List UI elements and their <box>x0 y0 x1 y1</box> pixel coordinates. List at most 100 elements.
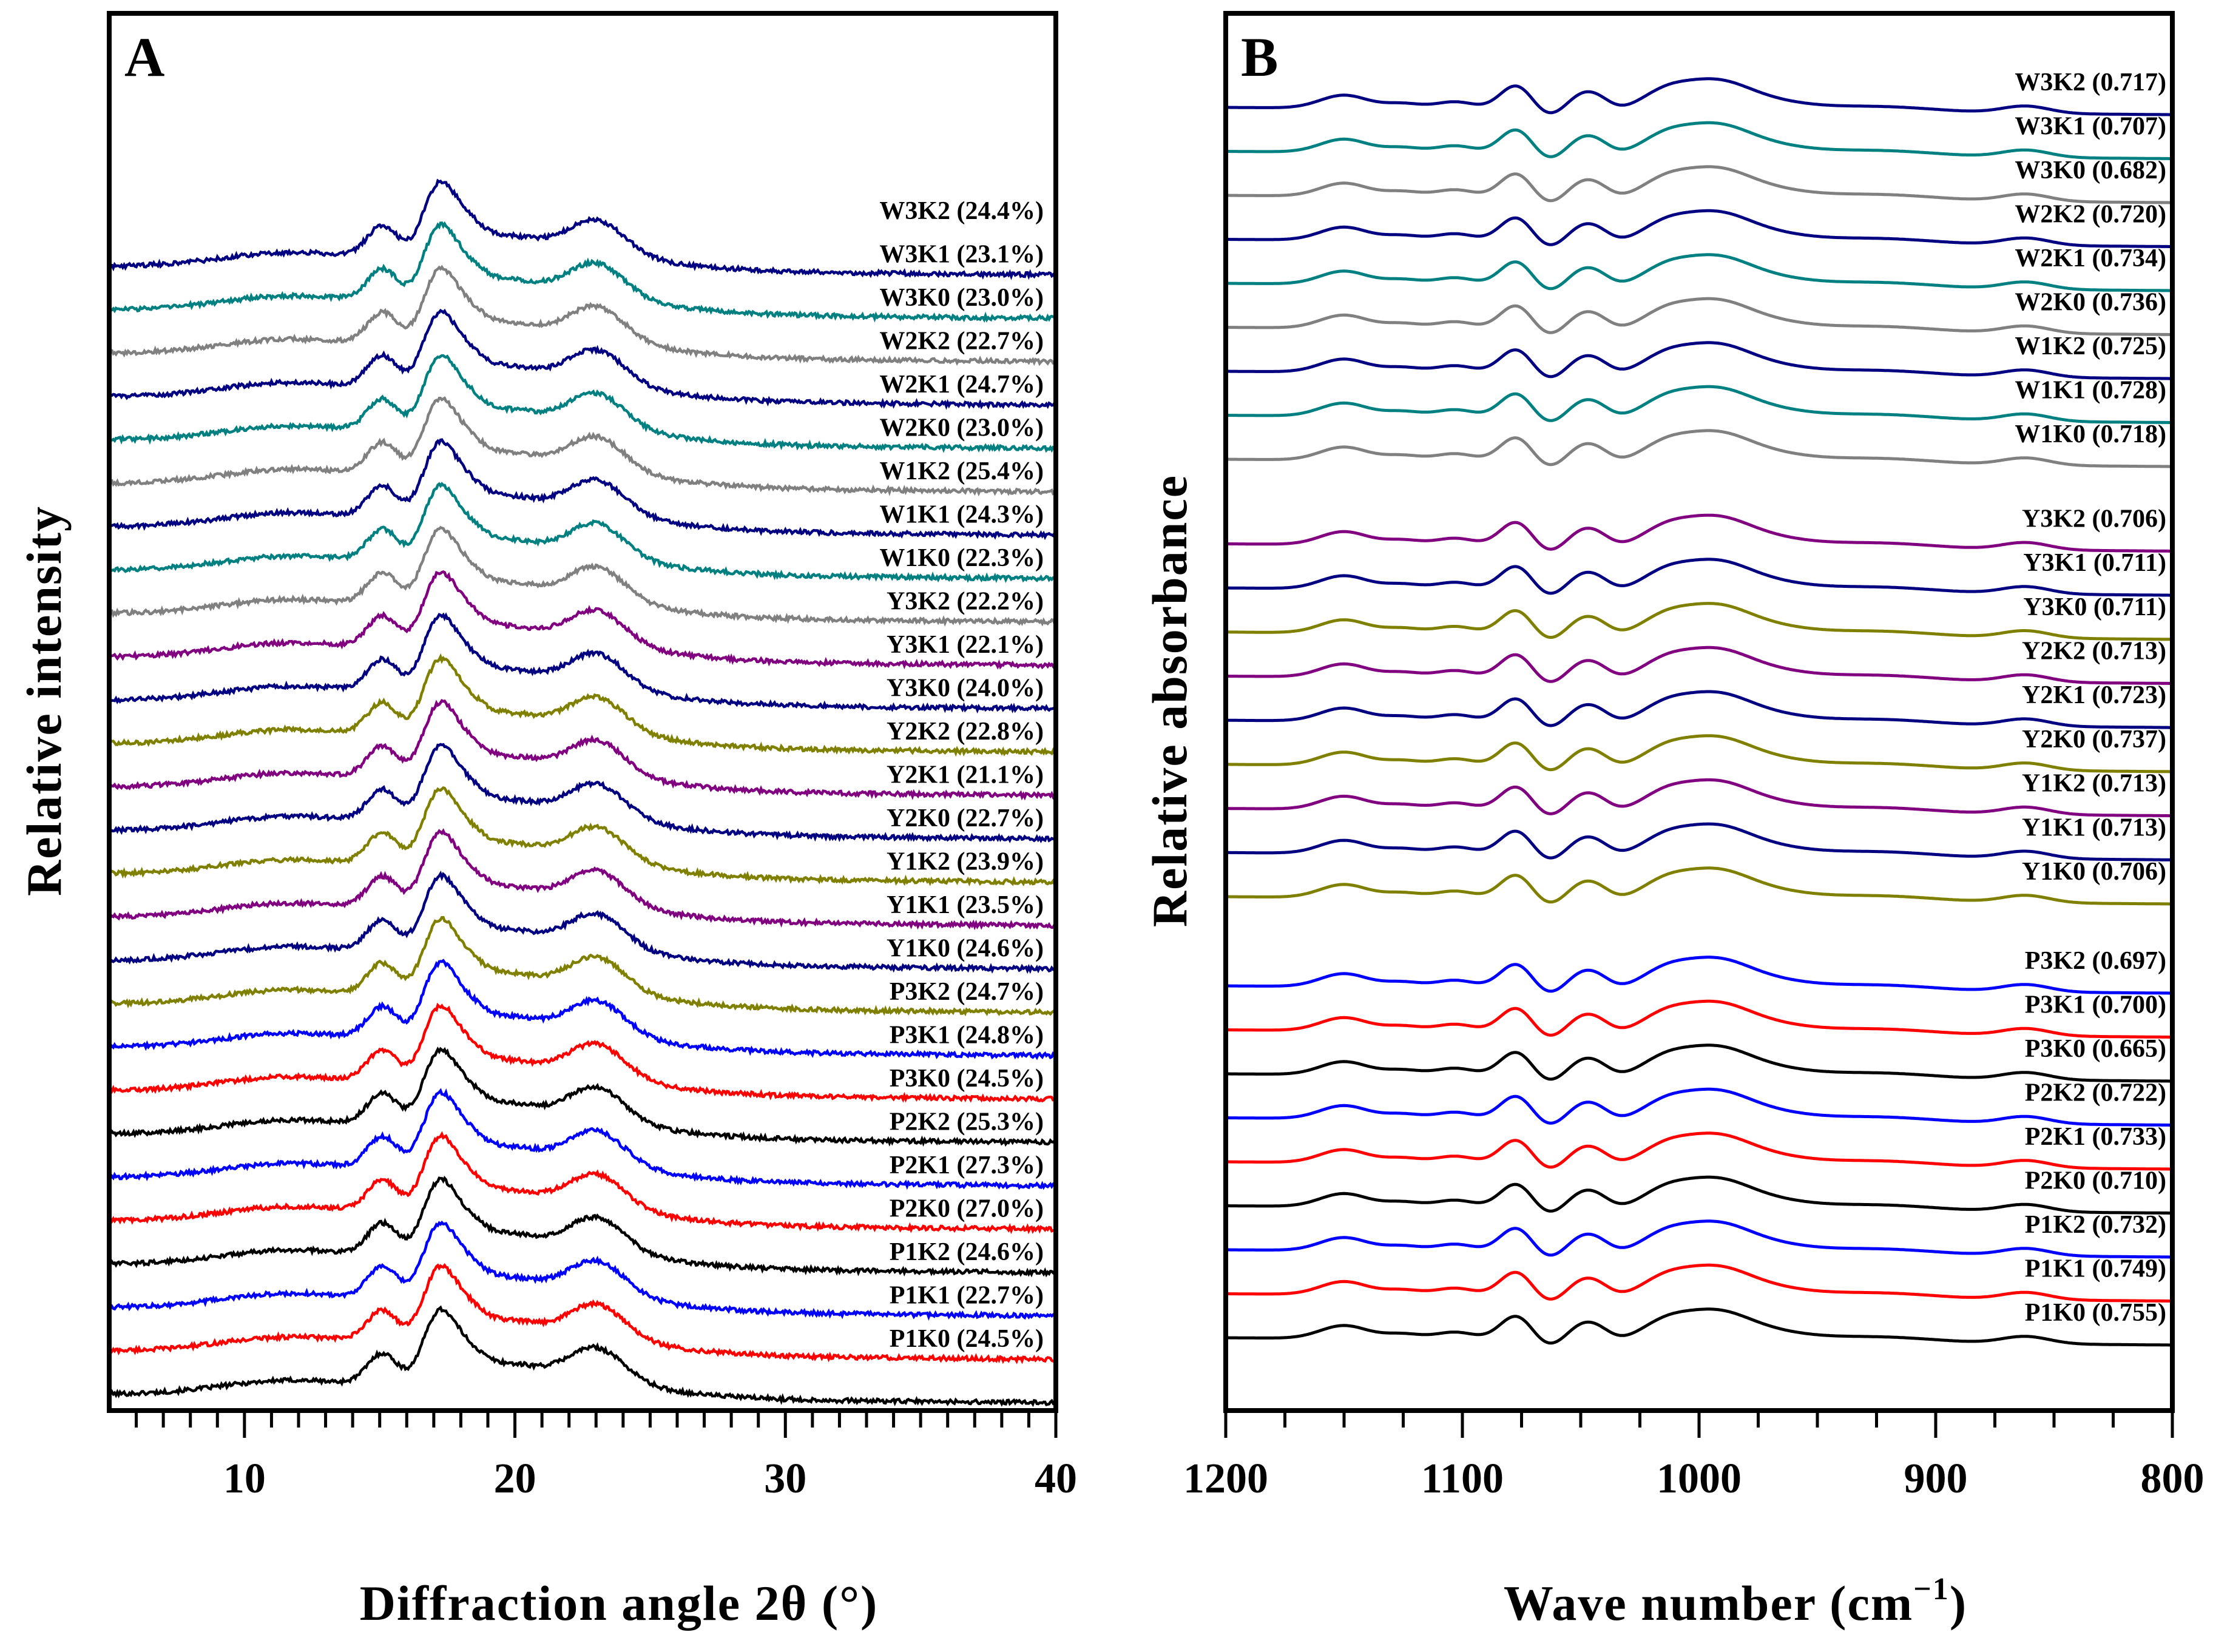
xrd-series-line <box>109 570 1058 670</box>
panel-b-x-axis-label-main: Wave number (cm <box>1504 1576 1913 1631</box>
xrd-series-line <box>108 1305 1056 1408</box>
ftir-series-line <box>1226 513 2172 553</box>
panel-b: P1K0 (0.755) P1K1 (0.749) P1K2 (0.732) P2K0… <box>1142 11 2205 1631</box>
ftir-series-line <box>1226 866 2172 906</box>
ftir-series-label: W3K2 (0.717) <box>2015 69 2166 96</box>
ftir-series-line <box>1226 1307 2172 1347</box>
xrd-series-label: P1K1 (22.7%) <box>890 1282 1044 1310</box>
xrd-series-line <box>108 871 1056 974</box>
xrd-series-line <box>108 612 1057 714</box>
xrd-series-label: Y3K0 (24.0%) <box>887 675 1044 703</box>
xrd-series-line <box>109 828 1058 931</box>
xrd-series-line <box>109 1220 1056 1321</box>
x-tick-label: 20 <box>494 1455 536 1502</box>
ftir-series-label: P1K1 (0.749) <box>2025 1255 2166 1283</box>
ftir-series-label: Y3K0 (0.711) <box>2023 593 2166 621</box>
x-tick-label: 1100 <box>1421 1455 1504 1502</box>
ftir-series-line <box>1226 429 2172 468</box>
xrd-series-line <box>108 743 1057 844</box>
xrd-series-line <box>108 1175 1057 1278</box>
ftir-series-label: Y1K2 (0.713) <box>2022 770 2166 798</box>
xrd-series-label: W2K2 (22.7%) <box>879 328 1044 356</box>
xrd-series-line <box>108 396 1057 497</box>
ftir-series-line <box>1226 956 2172 995</box>
ftir-series-line <box>1226 558 2172 597</box>
ftir-series-line <box>1226 253 2172 292</box>
ftir-series-label: Y2K1 (0.723) <box>2022 681 2166 709</box>
xrd-series-line <box>108 1263 1057 1364</box>
ftir-series-label: Y3K1 (0.711) <box>2023 549 2166 577</box>
ftir-series-line <box>1226 1263 2172 1303</box>
panel-b-letter: B <box>1241 26 1278 88</box>
x-tick-label: 900 <box>1904 1455 1968 1502</box>
panel-b-x-ticks: 1200 1100 1000 900 800 <box>1183 1411 2205 1502</box>
xrd-series-label: W1K2 (25.4%) <box>879 457 1044 485</box>
ftir-series-line <box>1226 999 2172 1039</box>
ftir-series-label: Y3K2 (0.706) <box>2022 505 2166 533</box>
ftir-series-label: P2K2 (0.722) <box>2025 1079 2166 1107</box>
ftir-series-label: W3K1 (0.707) <box>2015 113 2166 141</box>
xrd-series-label: W3K1 (23.1%) <box>879 241 1044 269</box>
xrd-series-line <box>108 354 1057 453</box>
xrd-series-line <box>108 221 1056 323</box>
ftir-series-label: Y1K0 (0.706) <box>2022 858 2166 886</box>
ftir-series-line <box>1226 1043 2172 1083</box>
panel-b-x-axis-label-sup: −1 <box>1913 1572 1950 1606</box>
xrd-series-label: P1K2 (24.6%) <box>890 1238 1044 1266</box>
xrd-series-line <box>108 482 1057 584</box>
xrd-series-label: Y2K2 (22.8%) <box>887 718 1044 746</box>
xrd-series-line <box>108 653 1057 757</box>
x-tick-label: 800 <box>2141 1455 2205 1502</box>
ftir-series-label: Y1K1 (0.713) <box>2022 814 2166 841</box>
ftir-series-line <box>1226 690 2172 729</box>
ftir-series-line <box>1226 822 2172 861</box>
ftir-series-line <box>1226 341 2172 380</box>
panel-a-letter: A <box>124 26 164 88</box>
xrd-series-label: W3K2 (24.4%) <box>879 197 1044 225</box>
xrd-series-line <box>109 438 1057 541</box>
panel-a-series-group: P1K0 (24.5%) P1K1 (22.7%) P1K2 (24.6%) P2K0… <box>108 178 1058 1408</box>
xrd-series-label: Y2K0 (22.7%) <box>887 804 1044 832</box>
ftir-series-label: W2K2 (0.720) <box>2015 201 2166 229</box>
xrd-series-label: P3K0 (24.5%) <box>890 1065 1044 1093</box>
panel-b-x-axis-label-end: ) <box>1950 1576 1967 1631</box>
ftir-series-line <box>1226 1175 2172 1215</box>
xrd-series-line <box>109 308 1058 410</box>
ftir-series-label: W1K1 (0.728) <box>2015 377 2166 405</box>
xrd-series-line <box>108 1002 1057 1103</box>
ftir-series-line <box>1226 297 2172 336</box>
xrd-series-label: P2K0 (27.0%) <box>890 1195 1044 1223</box>
ftir-series-line <box>1226 121 2172 160</box>
ftir-series-line <box>1226 165 2172 204</box>
xrd-series-line <box>108 1046 1056 1147</box>
ftir-series-label: W1K0 (0.718) <box>2015 420 2166 448</box>
ftir-series-line <box>1226 646 2172 685</box>
xrd-series-label: Y1K1 (23.5%) <box>887 891 1044 919</box>
ftir-series-label: W2K0 (0.736) <box>2015 289 2166 317</box>
xrd-series-label: Y1K0 (24.6%) <box>887 935 1044 963</box>
panel-b-x-axis-label: Wave number (cm−1) <box>1504 1572 1967 1631</box>
ftir-series-line <box>1226 1219 2172 1259</box>
xrd-series-line <box>109 699 1057 801</box>
xrd-series-line <box>109 959 1056 1060</box>
ftir-series-label: W3K0 (0.682) <box>2015 157 2166 184</box>
ftir-series-label: Y2K2 (0.713) <box>2022 638 2166 666</box>
x-tick-label: 40 <box>1035 1455 1077 1502</box>
ftir-series-label: P1K2 (0.732) <box>2025 1211 2166 1239</box>
ftir-series-line <box>1226 1087 2172 1127</box>
xrd-series-label: P1K0 (24.5%) <box>890 1325 1044 1353</box>
xrd-series-line <box>109 178 1057 280</box>
panel-a-y-axis-label: Relative intensity <box>16 505 72 896</box>
xrd-series-label: P3K1 (24.8%) <box>890 1022 1044 1050</box>
ftir-series-label: P2K1 (0.733) <box>2025 1123 2166 1151</box>
xrd-series-line <box>108 1131 1056 1235</box>
xrd-series-label: Y3K2 (22.2%) <box>887 588 1044 616</box>
xrd-series-label: W2K0 (23.0%) <box>879 414 1044 442</box>
xrd-series-label: W1K0 (22.3%) <box>879 544 1044 572</box>
x-tick-label: 1200 <box>1183 1455 1268 1502</box>
xrd-series-line <box>108 786 1058 888</box>
panel-b-y-axis-label: Relative absorbance <box>1142 474 1197 927</box>
ftir-series-label: Y2K0 (0.737) <box>2022 726 2166 754</box>
ftir-series-label: P1K0 (0.755) <box>2025 1299 2166 1327</box>
ftir-series-line <box>1226 778 2172 818</box>
